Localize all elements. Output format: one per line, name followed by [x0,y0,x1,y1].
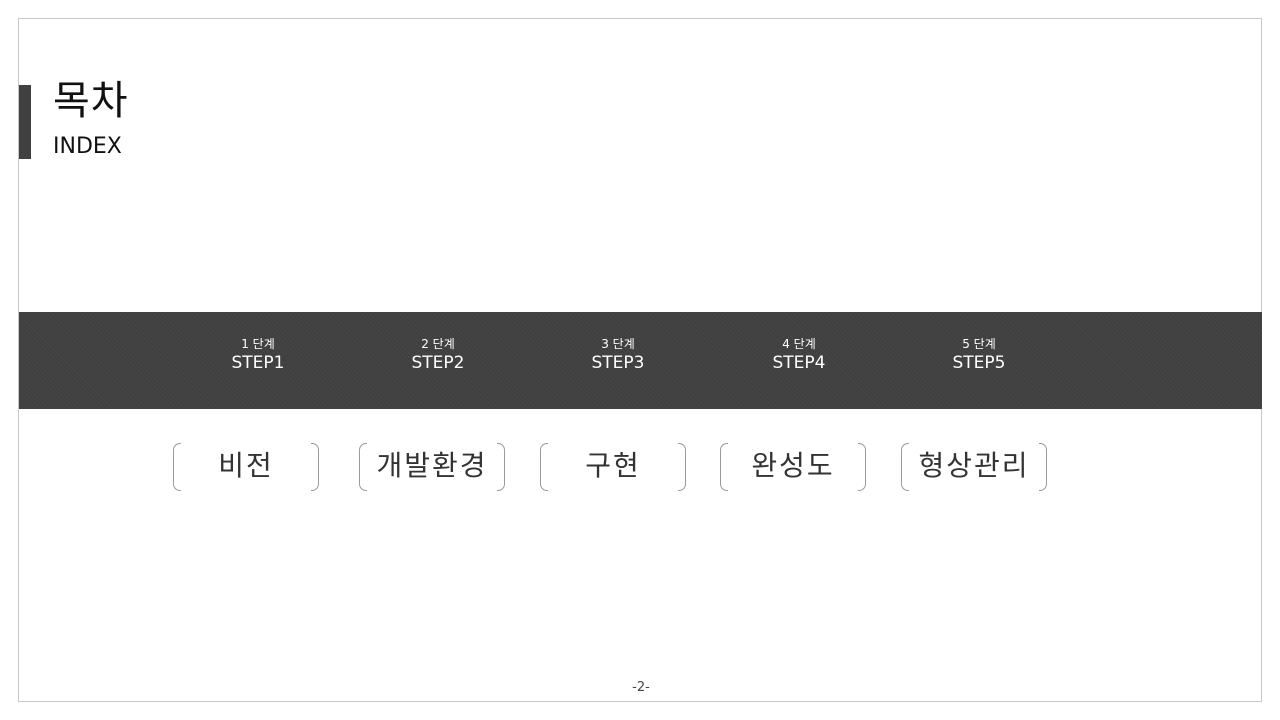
step-2: 2 단계 STEP2 [378,336,498,374]
step-4: 4 단계 STEP4 [739,336,859,374]
slide: 목차 INDEX 1 단계 STEP1 2 단계 STEP2 3 단계 STEP… [18,18,1262,702]
step-number: 4 단계 [782,337,816,351]
page-title: 목차 [53,78,129,124]
page-subtitle: INDEX [53,134,122,159]
step-number: 3 단계 [601,337,635,351]
topic-label: 개발환경 [376,449,488,482]
bracket-right [678,443,686,491]
step-1: 1 단계 STEP1 [198,336,318,374]
step-5: 5 단계 STEP5 [919,336,1039,374]
steps-band: 1 단계 STEP1 2 단계 STEP2 3 단계 STEP3 4 단계 ST… [19,312,1262,409]
bracket-left [901,443,909,491]
bracket-right [497,443,505,491]
step-name: STEP2 [411,353,465,373]
topic-config-management: 형상관리 [901,443,1047,491]
bracket-right [858,443,866,491]
bracket-right [1039,443,1047,491]
topic-label: 비전 [218,449,274,482]
step-name: STEP3 [591,353,645,373]
bracket-left [359,443,367,491]
step-name: STEP1 [231,353,285,373]
topic-completeness: 완성도 [720,443,866,491]
step-3: 3 단계 STEP3 [558,336,678,374]
page-number: -2- [632,680,650,695]
topic-vision: 비전 [173,443,319,491]
topic-dev-environment: 개발환경 [359,443,505,491]
step-number: 1 단계 [241,337,275,351]
step-number: 5 단계 [962,337,996,351]
bracket-left [540,443,548,491]
bracket-right [311,443,319,491]
title-accent-bar [19,85,31,159]
step-name: STEP5 [952,353,1006,373]
bracket-left [720,443,728,491]
bracket-left [173,443,181,491]
topic-label: 완성도 [751,449,835,482]
topic-label: 구현 [585,449,641,482]
topic-label: 형상관리 [918,449,1030,482]
topic-implementation: 구현 [540,443,686,491]
step-name: STEP4 [772,353,826,373]
step-number: 2 단계 [421,337,455,351]
